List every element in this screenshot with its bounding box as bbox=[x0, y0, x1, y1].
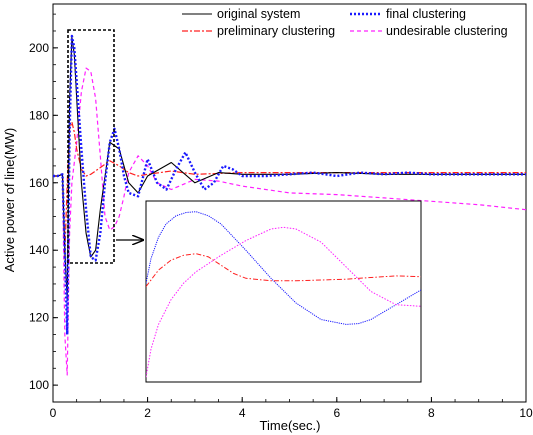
y-tick-label: 140 bbox=[29, 243, 49, 257]
legend: original system final clustering prelimina… bbox=[182, 7, 508, 38]
legend-label-undesirable-clustering: undesirable clustering bbox=[386, 24, 508, 38]
series-final-clustering-line bbox=[53, 34, 526, 336]
y-tick-label: 120 bbox=[29, 311, 49, 325]
y-tick-label: 160 bbox=[29, 176, 49, 190]
zoom-region-box bbox=[67, 29, 115, 264]
series-preliminary-clustering-line bbox=[53, 121, 526, 258]
inset-series-group bbox=[146, 211, 421, 378]
x-tick-label: 2 bbox=[144, 406, 151, 420]
y-axis-ticks: 100 120 140 160 180 200 bbox=[29, 13, 58, 392]
y-tick-label: 100 bbox=[29, 378, 49, 392]
y-tick-label: 200 bbox=[29, 41, 49, 55]
y-tick-label: 180 bbox=[29, 108, 49, 122]
series-undesirable-clustering-line bbox=[53, 67, 526, 376]
legend-label-final-clustering: final clustering bbox=[386, 7, 466, 21]
inset-final-clustering-line bbox=[146, 211, 421, 325]
series-group bbox=[53, 34, 526, 376]
x-tick-label: 10 bbox=[519, 406, 533, 420]
x-axis-label: Time(sec.) bbox=[260, 418, 321, 433]
legend-label-original-system: original system bbox=[217, 7, 300, 21]
x-tick-label: 8 bbox=[428, 406, 435, 420]
inset-preliminary-clustering-line bbox=[146, 253, 421, 287]
x-tick-label: 6 bbox=[333, 406, 340, 420]
x-tick-label: 4 bbox=[239, 406, 246, 420]
legend-label-preliminary-clustering: preliminary clustering bbox=[217, 24, 335, 38]
x-tick-label: 0 bbox=[50, 406, 57, 420]
x-axis-ticks: 0 2 4 6 8 10 bbox=[50, 397, 533, 420]
inset-box bbox=[145, 200, 422, 383]
inset-undesirable-clustering-line bbox=[146, 226, 421, 378]
y-axis-label: Active power of line(MW) bbox=[2, 128, 17, 272]
